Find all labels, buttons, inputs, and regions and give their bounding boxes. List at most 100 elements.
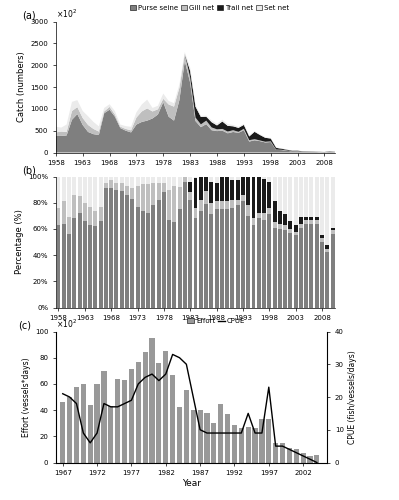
Bar — [246, 176, 250, 206]
Bar — [278, 224, 282, 229]
Bar — [251, 168, 255, 218]
Bar — [77, 196, 81, 213]
Bar — [162, 176, 166, 183]
Legend: Purse seine, Gill net, Trail net, Set net: Purse seine, Gill net, Trail net, Set ne… — [130, 6, 289, 12]
Bar — [246, 206, 250, 216]
Bar — [267, 208, 271, 214]
Bar — [162, 192, 166, 308]
Bar — [283, 230, 287, 308]
Bar — [125, 176, 129, 186]
Bar — [246, 216, 250, 308]
Bar — [199, 172, 203, 200]
Bar — [278, 229, 282, 308]
Bar — [115, 378, 120, 462]
Bar — [314, 454, 320, 462]
Bar — [231, 176, 234, 180]
Bar — [220, 202, 224, 209]
Bar — [99, 176, 103, 206]
Bar — [283, 214, 287, 225]
Bar — [104, 176, 108, 183]
Bar — [253, 428, 258, 462]
Bar — [215, 209, 219, 308]
Bar — [273, 202, 277, 222]
Y-axis label: Catch (numbers): Catch (numbers) — [17, 52, 26, 123]
Bar — [57, 208, 61, 225]
Bar — [191, 410, 196, 463]
Bar — [330, 176, 334, 228]
Bar — [125, 195, 129, 308]
Bar — [209, 214, 213, 308]
Bar — [246, 427, 251, 462]
Bar — [95, 384, 100, 462]
Bar — [129, 370, 134, 462]
Bar — [77, 213, 81, 308]
Bar — [232, 424, 237, 463]
Bar — [294, 176, 298, 225]
Bar — [194, 208, 198, 218]
Bar — [72, 195, 76, 218]
Bar — [146, 184, 150, 213]
Bar — [146, 213, 150, 308]
Bar — [257, 213, 261, 218]
Bar — [267, 214, 271, 308]
Bar — [101, 371, 107, 462]
Bar — [304, 224, 308, 308]
Bar — [262, 179, 266, 213]
Y-axis label: Effort (vessels*days): Effort (vessels*days) — [22, 357, 31, 437]
Bar — [188, 192, 192, 200]
Bar — [241, 202, 245, 308]
Bar — [225, 414, 230, 463]
Bar — [288, 176, 292, 221]
Bar — [215, 202, 219, 209]
Bar — [231, 180, 234, 200]
Bar — [198, 410, 203, 463]
Bar — [294, 225, 298, 232]
Bar — [239, 428, 244, 462]
Bar — [194, 218, 198, 308]
Bar — [151, 176, 155, 183]
Bar — [167, 176, 171, 190]
Bar — [83, 202, 87, 221]
Bar — [62, 202, 66, 224]
Bar — [167, 220, 171, 308]
Bar — [99, 206, 103, 221]
Bar — [183, 182, 187, 308]
Bar — [142, 352, 148, 463]
Bar — [215, 176, 219, 183]
Bar — [120, 176, 124, 183]
Bar — [115, 183, 119, 190]
Text: $\times\mathregular{10}^{\mathregular{2}}$: $\times\mathregular{10}^{\mathregular{2}… — [56, 318, 77, 330]
Bar — [310, 176, 314, 217]
Bar — [320, 238, 324, 242]
Bar — [308, 456, 312, 462]
Y-axis label: CPUE (fish/vessels/days): CPUE (fish/vessels/days) — [348, 350, 357, 444]
Bar — [273, 222, 277, 228]
Text: (a): (a) — [22, 10, 36, 20]
Bar — [262, 213, 266, 220]
Bar — [146, 176, 150, 184]
Bar — [204, 191, 208, 204]
Bar — [278, 176, 282, 210]
Bar — [88, 206, 92, 225]
Bar — [288, 221, 292, 229]
Bar — [172, 186, 176, 222]
Bar — [320, 236, 324, 238]
Bar — [57, 225, 61, 308]
Bar — [108, 406, 113, 462]
Bar — [184, 390, 189, 462]
Bar — [288, 229, 292, 233]
Bar — [267, 176, 271, 182]
Bar — [83, 176, 87, 203]
Bar — [136, 206, 140, 308]
Bar — [156, 363, 162, 462]
Bar — [320, 242, 324, 308]
Bar — [109, 176, 113, 180]
Bar — [231, 200, 234, 208]
Bar — [178, 209, 182, 308]
Bar — [299, 217, 303, 224]
Bar — [104, 183, 108, 188]
Bar — [225, 209, 229, 308]
Bar — [325, 176, 329, 244]
Bar — [225, 202, 229, 209]
Bar — [109, 180, 113, 188]
